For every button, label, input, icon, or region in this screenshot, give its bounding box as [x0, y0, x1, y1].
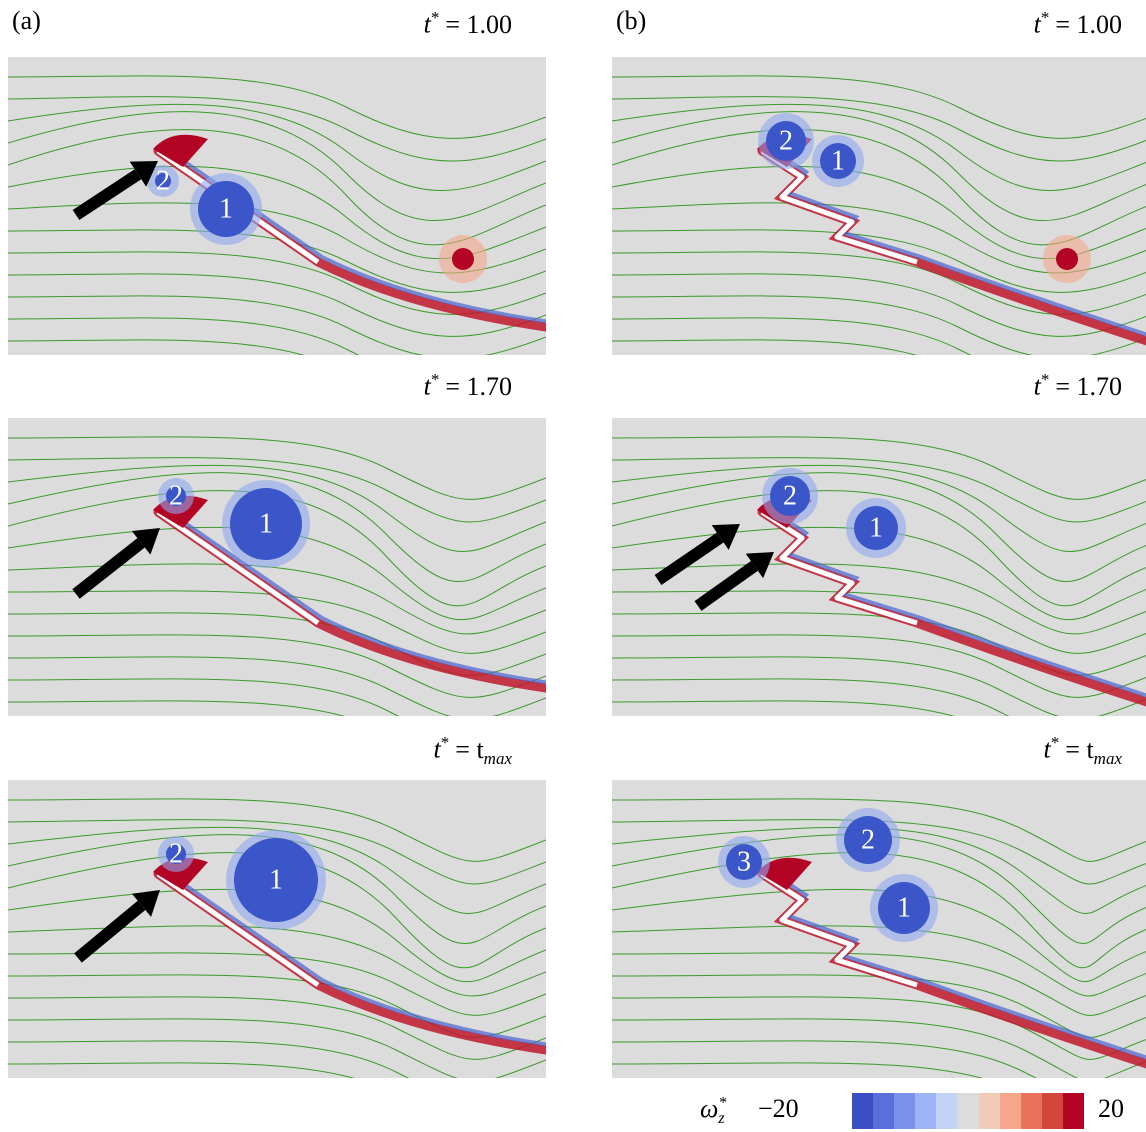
- time-var: t: [424, 372, 431, 401]
- flow-frame: 21: [612, 418, 1146, 716]
- time-sup: *: [1041, 8, 1050, 27]
- figure: (a)t*= 1.0021t*= 1.7021t*= tmax21(b)t*= …: [0, 0, 1146, 1132]
- time-var: t: [1044, 735, 1051, 764]
- colorbar-swatch: [936, 1093, 958, 1129]
- colorbar-symbol: ω*z: [700, 1094, 725, 1128]
- time-sup: *: [431, 370, 440, 389]
- time-label: t* = 1.00: [212, 8, 512, 40]
- vortex-label: 2: [169, 838, 183, 869]
- vortex-label: 1: [259, 508, 273, 539]
- colorbar-swatch: [979, 1093, 1001, 1129]
- colorbar-swatch: [957, 1093, 979, 1129]
- time-label: t* = 1.70: [212, 370, 512, 402]
- time-eq: = 1.70: [445, 372, 512, 401]
- time-var: t: [1034, 10, 1041, 39]
- vortex-label: 1: [269, 864, 283, 895]
- vortex-label: 1: [897, 892, 911, 923]
- time-sup: *: [1041, 370, 1050, 389]
- shed-vortex: [1056, 248, 1078, 270]
- vortex-label: 2: [861, 824, 875, 855]
- colorbar-swatch: [852, 1093, 874, 1129]
- time-label: t* = 1.00: [822, 8, 1122, 40]
- symbol: ω: [700, 1094, 718, 1123]
- time-sup: *: [441, 733, 450, 752]
- flow-frame: 21: [612, 57, 1146, 355]
- time-sub: max: [484, 749, 512, 768]
- colorbar-swatch: [1000, 1093, 1022, 1129]
- colorbar-swatch: [1042, 1093, 1064, 1129]
- vortex-label: 1: [831, 145, 845, 176]
- time-label: t* = 1.70: [822, 370, 1122, 402]
- time-label: t* = tmax: [212, 733, 512, 769]
- symbol-sub: z: [718, 1110, 724, 1127]
- flow-frame: 3 2 1: [612, 780, 1146, 1078]
- time-label: t* = tmax: [822, 733, 1122, 769]
- time-var: t: [424, 10, 431, 39]
- vortex-label: 2: [169, 480, 183, 511]
- colorbar-swatch: [1063, 1093, 1085, 1129]
- colorbar-min: −20: [758, 1094, 799, 1124]
- time-eq: = 1.70: [1055, 372, 1122, 401]
- colorbar-swatch: [894, 1093, 916, 1129]
- colorbar-swatch: [873, 1093, 895, 1129]
- vortex-label: 2: [779, 125, 793, 156]
- colorbar-swatch: [915, 1093, 937, 1129]
- colorbar-max: 20: [1098, 1094, 1124, 1124]
- time-sup: *: [431, 8, 440, 27]
- vortex-label: 1: [869, 512, 883, 543]
- time-eq: = t: [1065, 735, 1093, 764]
- time-sub: max: [1094, 749, 1122, 768]
- time-eq: = 1.00: [1055, 10, 1122, 39]
- colorbar-swatch: [1021, 1093, 1043, 1129]
- flow-frame: 21: [8, 57, 546, 355]
- vortex-label: 3: [737, 846, 751, 877]
- vortex-label: 2: [156, 165, 170, 196]
- vortex-label: 1: [219, 193, 233, 224]
- time-eq: = 1.00: [445, 10, 512, 39]
- flow-frame: 21: [8, 780, 546, 1078]
- colorbar: ω*z −20 20: [700, 1088, 1140, 1132]
- time-var: t: [434, 735, 441, 764]
- symbol-sup: *: [718, 1094, 726, 1111]
- shed-vortex: [452, 248, 474, 270]
- time-var: t: [1034, 372, 1041, 401]
- flow-frame: 21: [8, 418, 546, 716]
- panel-label: (a): [12, 6, 41, 36]
- vortex-label: 2: [783, 480, 797, 511]
- time-sup: *: [1051, 733, 1060, 752]
- panel-label: (b): [616, 6, 646, 36]
- time-eq: = t: [455, 735, 483, 764]
